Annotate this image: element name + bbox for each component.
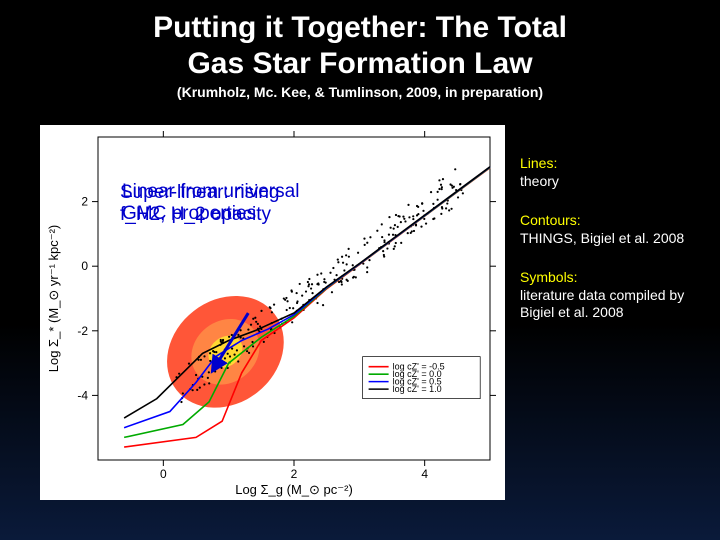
right-contours-body: THINGS, Bigiel et al. 2008 <box>520 230 684 246</box>
svg-text:0: 0 <box>160 467 167 481</box>
slide-subtitle: (Krumholz, Mc. Kee, & Tumlinson, 2009, i… <box>0 84 720 100</box>
right-contours-hdr: Contours: <box>520 212 581 228</box>
svg-text:2: 2 <box>291 467 298 481</box>
slide-title: Putting it Together: The Total Gas Star … <box>0 0 720 82</box>
right-lines-hdr: Lines: <box>520 155 557 171</box>
title-line-2: Gas Star Formation Law <box>187 47 532 80</box>
svg-text:2: 2 <box>81 195 88 209</box>
right-symbols-hdr: Symbols: <box>520 269 578 285</box>
right-contours-block: Contours: THINGS, Bigiel et al. 2008 <box>520 212 700 247</box>
svg-text:Log Σ_* (M_⊙ yr⁻¹ kpc⁻²): Log Σ_* (M_⊙ yr⁻¹ kpc⁻²) <box>46 225 61 373</box>
right-lines-body: theory <box>520 173 559 189</box>
right-symbols-block: Symbols: literature data compiled by Big… <box>520 269 700 322</box>
title-line-1: Putting it Together: The Total <box>153 11 567 44</box>
svg-text:4: 4 <box>421 467 428 481</box>
svg-text:-4: -4 <box>77 388 88 402</box>
svg-text:-2: -2 <box>77 324 88 338</box>
callout-super-l1: Super-linear: rising <box>120 182 279 203</box>
callout-superlinear: Super-linear: rising f_H2, H_2 opacity <box>120 182 279 226</box>
svg-text:Log Σ_g (M_⊙ pc⁻²): Log Σ_g (M_⊙ pc⁻²) <box>235 482 353 497</box>
right-symbols-body: literature data compiled by Bigiel et al… <box>520 287 684 321</box>
right-legend: Lines: theory Contours: THINGS, Bigiel e… <box>520 155 700 344</box>
slide-root: Putting it Together: The Total Gas Star … <box>0 0 720 540</box>
svg-text:log cZ' = 1.0: log cZ' = 1.0 <box>393 384 442 394</box>
callout-super-l2: f_H2, H_2 opacity <box>120 204 271 225</box>
right-lines-block: Lines: theory <box>520 155 700 190</box>
svg-text:0: 0 <box>81 259 88 273</box>
